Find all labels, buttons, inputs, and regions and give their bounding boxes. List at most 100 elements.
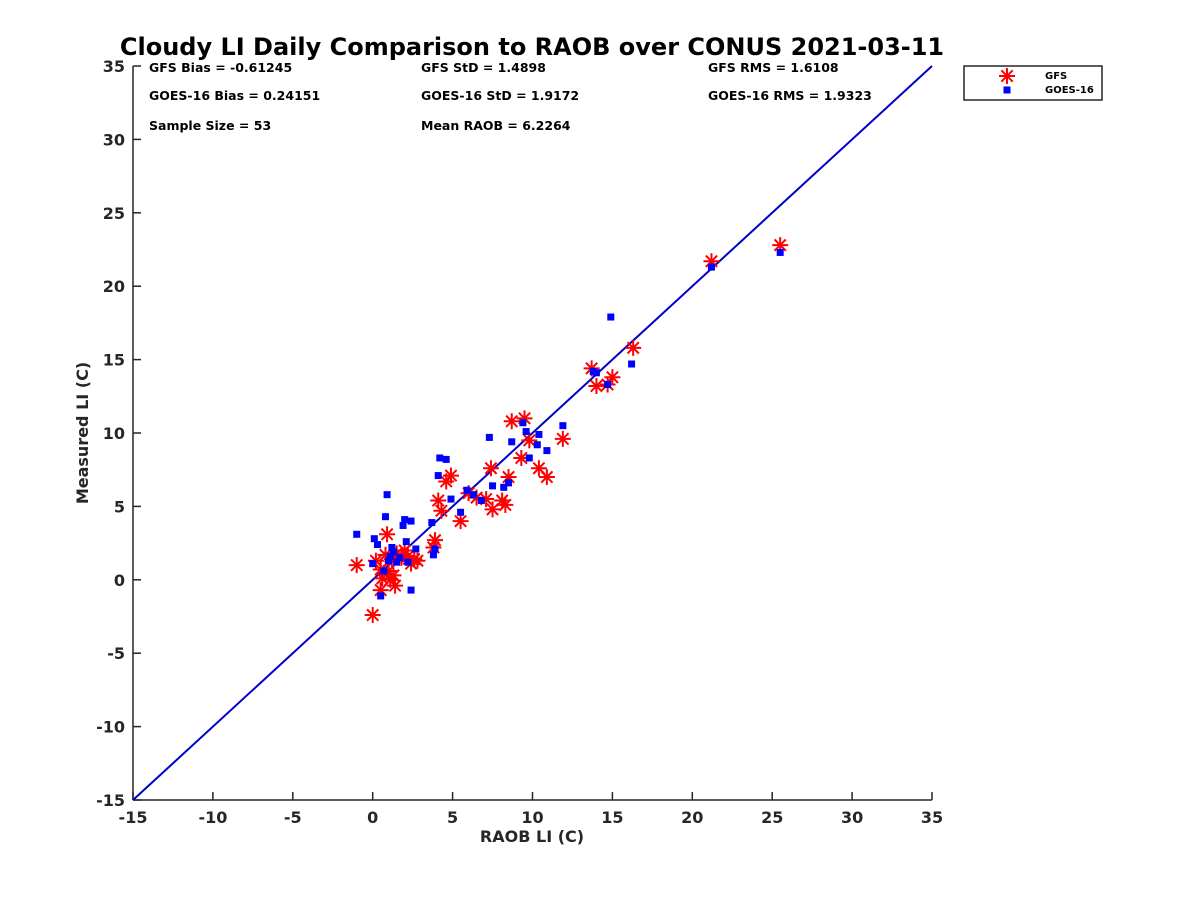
goes-16-point: [407, 586, 415, 594]
y-axis-ticks: -15 -10 -5 0 5 10 15 20 25 30 35: [96, 57, 141, 810]
x-tick-label: 10: [521, 808, 543, 827]
goes-16-point: [508, 438, 516, 446]
goes-16-point: [463, 486, 471, 494]
gfs-bias-text: GFS Bias = -0.61245: [149, 60, 292, 75]
x-axis-label: RAOB LI (C): [480, 827, 584, 846]
goes-16-point: [381, 513, 389, 521]
goes-16-point: [393, 558, 401, 566]
goes-16-point: [559, 422, 567, 430]
gfs-point: [387, 577, 404, 594]
chart-title: Cloudy LI Daily Comparison to RAOB over …: [120, 33, 944, 61]
x-tick-label: 25: [761, 808, 783, 827]
x-tick-label: -15: [119, 808, 148, 827]
x-tick-label: -5: [284, 808, 302, 827]
gfs-point: [409, 552, 426, 569]
goes-rms-text: GOES-16 RMS = 1.9323: [708, 88, 872, 103]
goes-16-point: [500, 483, 508, 491]
goes-16-point: [401, 516, 409, 524]
legend-gfs-label: GFS: [1045, 71, 1067, 82]
x-tick-label: 5: [447, 808, 458, 827]
one-to-one-line: [132, 65, 933, 801]
goes-16-point: [525, 454, 533, 462]
goes-16-point: [776, 248, 784, 256]
goes-16-point: [489, 482, 497, 490]
legend: GFS GOES-16: [963, 65, 1103, 101]
y-tick-label: 0: [114, 571, 125, 590]
gfs-point: [372, 582, 389, 599]
x-tick-label: 35: [921, 808, 943, 827]
goes-16-point: [370, 535, 378, 543]
gfs-point: [385, 567, 402, 584]
goes-16-point: [535, 430, 543, 438]
y-tick-label: 30: [103, 130, 125, 149]
legend-gfs-marker: [999, 68, 1015, 84]
goes-16-point: [383, 491, 391, 499]
gfs-point: [430, 492, 447, 509]
goes-16-point: [404, 558, 412, 566]
gfs-point: [503, 413, 520, 430]
x-tick-label: 15: [601, 808, 623, 827]
legend-goes-16-square: [1003, 86, 1011, 94]
mean-raob-text: Mean RAOB = 6.2264: [421, 118, 571, 133]
goes-16-point: [592, 369, 600, 377]
goes-16-point: [388, 544, 396, 552]
goes-16-point: [369, 560, 377, 568]
gfs-rms-text: GFS RMS = 1.6108: [708, 60, 839, 75]
x-tick-label: 30: [841, 808, 863, 827]
goes-16-point: [533, 441, 541, 449]
goes-16-point: [386, 552, 394, 560]
goes-16-point: [373, 541, 381, 549]
y-tick-label: -5: [107, 644, 125, 663]
y-tick-label: 5: [114, 497, 125, 516]
legend-gfs-asterisk: [999, 68, 1015, 84]
gfs-point: [604, 369, 621, 386]
gfs-point: [433, 502, 450, 519]
statistics-block: GFS Bias = -0.61245 GFS StD = 1.4898 GFS…: [149, 60, 872, 133]
goes-16-point: [607, 313, 615, 321]
goes-16-point: [469, 491, 477, 499]
goes-16-point: [442, 455, 450, 463]
goes-16-point: [604, 381, 612, 389]
goes-16-point: [431, 545, 439, 553]
gfs-std-text: GFS StD = 1.4898: [421, 60, 546, 75]
gfs-point: [364, 607, 381, 624]
goes-16-point: [380, 567, 388, 575]
goes-16-point: [353, 530, 361, 538]
sample-size-text: Sample Size = 53: [149, 118, 271, 133]
gfs-point: [348, 557, 365, 574]
y-axis-label: Measured LI (C): [73, 362, 92, 504]
goes-16-point: [385, 557, 393, 565]
goes-16-point: [477, 497, 485, 505]
goes-16-point: [428, 519, 436, 527]
goes-16-point: [485, 433, 493, 441]
gfs-point: [588, 378, 605, 395]
goes-16-point: [436, 454, 444, 462]
gfs-point: [379, 526, 396, 543]
x-tick-label: 0: [367, 808, 378, 827]
y-tick-label: 25: [103, 204, 125, 223]
gfs-point: [497, 496, 514, 513]
plot-area: -15 -10 -5 0 5 10 15 20 25 30 35 -15 -10 -5 0 5 10 15 20 2…: [96, 57, 943, 827]
gfs-point: [625, 339, 642, 356]
y-tick-label: 35: [103, 57, 125, 76]
x-tick-label: -10: [198, 808, 227, 827]
goes-16-point: [402, 538, 410, 546]
x-tick-label: 20: [681, 808, 703, 827]
legend-box: [963, 65, 1103, 101]
goes-16-point: [434, 472, 442, 480]
gfs-point: [482, 460, 499, 477]
x-axis-ticks: -15 -10 -5 0 5 10 15 20 25 30 35: [119, 792, 943, 827]
y-tick-label: -15: [96, 791, 125, 810]
y-tick-label: 15: [103, 351, 125, 370]
goes-bias-text: GOES-16 Bias = 0.24151: [149, 88, 320, 103]
goes-std-text: GOES-16 StD = 1.9172: [421, 88, 579, 103]
legend-goes-16-label: GOES-16: [1045, 85, 1094, 96]
legend-goes-16-marker: [1003, 86, 1011, 94]
y-tick-label: 20: [103, 277, 125, 296]
gfs-point: [538, 469, 555, 486]
goes-16-series: [353, 248, 784, 600]
goes-16-point: [505, 479, 513, 487]
